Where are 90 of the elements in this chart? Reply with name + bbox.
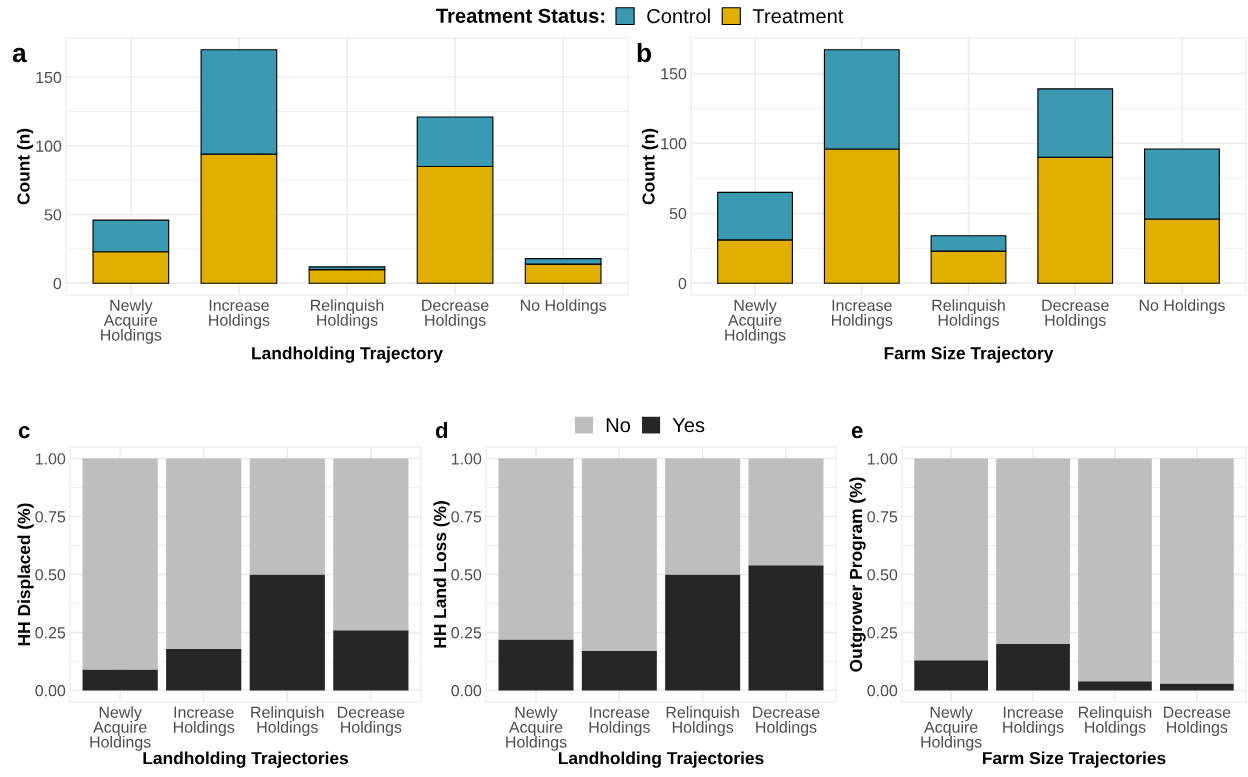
bar [748,565,824,691]
chart-title: d [435,421,448,439]
bar [1160,683,1234,691]
y-tick-label: 0.00 [451,685,482,697]
y-tick-label: 0.25 [451,627,482,639]
bar [498,639,574,691]
chart-title: e [851,426,863,439]
x-tick-label: Newly Acquire Holdings [90,706,151,751]
bar [748,458,824,566]
x-axis-title: Landholding Trajectories [143,751,349,768]
chart-title: b [637,42,652,63]
x-tick-label: Increase Holdings [209,299,270,329]
x-axis-title: Landholding Trajectory [252,346,443,363]
x-tick-label: Decrease Holdings [1042,299,1109,329]
y-tick-label: 1.00 [451,453,482,465]
x-axis-title: Farm Size Trajectory [884,346,1054,363]
x-tick-label: Increase Holdings [832,299,893,329]
x-tick-label: Relinquish Holdings [932,299,1005,329]
y-tick-label: 50 [669,207,687,220]
y-tick-label: 0.00 [35,685,66,697]
legend-title: Treatment Status: [436,8,605,23]
bar [1078,458,1152,682]
y-tick-label: 0.25 [867,627,898,639]
x-tick-label: Newly Acquire Holdings [921,706,982,751]
bar [249,458,325,575]
y-tick-label: 150 [661,68,687,80]
chart-title: a [12,47,27,63]
chart-title: c [18,426,30,439]
x-tick-label: Decrease Holdings [337,706,405,736]
y-axis-title: Count (n) [16,128,34,205]
bar [166,648,242,691]
y-tick-label: 0.00 [867,685,898,697]
legend-label: Treatment [752,9,844,24]
bar [665,458,741,575]
y-axis-title: Count (n) [641,128,659,205]
x-tick-label: Decrease Holdings [1163,706,1231,736]
legend-label: Yes [672,418,705,433]
x-axis-title: Farm Size Trajectories [983,751,1166,768]
bar [82,458,158,670]
bar [581,458,657,651]
x-tick-label: Increase Holdings [173,706,235,736]
legend-label: Control [647,8,710,24]
y-tick-label: 0 [53,277,62,290]
bar [665,574,741,691]
bar [166,458,242,649]
bar [581,651,657,691]
y-tick-label: 0.75 [867,511,898,523]
y-tick-label: 100 [661,138,687,150]
bar [1160,458,1234,684]
y-axis-title: Outgrower Program (%) [849,477,866,672]
x-tick-label: Relinquish Holdings [666,706,739,736]
y-axis-title: HH Displaced (%) [17,503,34,646]
y-tick-label: 0 [678,277,687,290]
bar [498,458,574,640]
x-tick-label: Decrease Holdings [753,706,820,736]
y-tick-label: 150 [36,71,62,84]
y-tick-label: 0.50 [867,569,898,581]
x-tick-label: Relinquish Holdings [251,706,324,736]
bar [333,458,409,631]
x-tick-label: Increase Holdings [1003,706,1064,736]
y-axis-title: HH Land Loss (%) [433,501,450,648]
x-tick-label: Relinquish Holdings [311,299,384,329]
x-tick-label: Newly Acquire Holdings [725,299,786,344]
bar [333,630,409,691]
bar [1078,681,1152,691]
bar [914,458,988,661]
x-tick-label: Newly Acquire Holdings [101,299,162,344]
bar [914,660,988,691]
y-tick-label: 0.50 [35,569,66,581]
x-tick-label: Increase Holdings [589,706,650,736]
bar [308,269,386,284]
y-tick-label: 0.50 [451,569,482,581]
y-tick-label: 100 [36,140,62,152]
legend-label: No [606,418,631,433]
x-tick-label: No Holdings [1139,299,1225,315]
y-tick-label: 1.00 [35,453,66,465]
y-tick-label: 0.75 [35,511,66,523]
bar [82,669,158,691]
x-tick-label: Decrease Holdings [422,299,489,329]
y-tick-label: 50 [44,209,62,221]
bar [996,644,1070,691]
y-tick-label: 0.75 [451,511,482,523]
x-tick-label: No Holdings [520,299,607,315]
x-tick-label: Relinquish Holdings [1078,706,1152,736]
y-tick-label: 0.25 [35,627,66,639]
bar [249,574,325,691]
bar [996,458,1070,645]
y-tick-label: 1.00 [867,453,898,465]
x-axis-title: Landholding Trajectories [558,751,764,768]
x-tick-label: Newly Acquire Holdings [506,706,567,751]
